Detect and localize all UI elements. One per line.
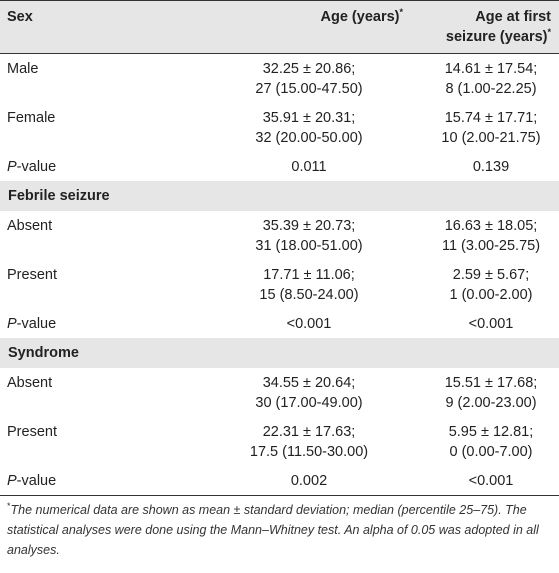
header-age-footnote-mark: * [399,7,403,18]
seizure-age-median-range: 0 (0.00-7.00) [449,444,533,460]
seizure-age-mean-sd: 2.59 ± 5.67; [452,267,530,283]
pvalue-label-italic: P [7,473,17,489]
age-cell: 35.91 ± 20.31; 32 (20.00-50.00) [195,103,423,152]
header-age-first-seizure-line1: Age at first [475,9,551,25]
seizure-age-cell: 15.74 ± 17.71; 10 (2.00-21.75) [423,103,559,152]
pvalue-seizure-age: <0.001 [423,466,559,496]
age-mean-sd: 34.55 ± 20.64; [262,375,356,391]
footnote-mark: * [7,500,11,511]
pvalue-label: P-value [0,309,195,338]
table-row-syndrome-absent: Absent 34.55 ± 20.64; 30 (17.00-49.00) 1… [0,368,559,417]
pvalue-label-italic: P [7,159,17,175]
row-label: Absent [7,375,53,391]
seizure-age-cell: 5.95 ± 12.81; 0 (0.00-7.00) [423,417,559,466]
table-row-febrile-absent: Absent 35.39 ± 20.73; 31 (18.00-51.00) 1… [0,211,559,260]
section-title: Febrile seizure [0,181,559,211]
seizure-age-median-range: 9 (2.00-23.00) [445,395,537,411]
pvalue-seizure-age: 0.139 [472,159,510,175]
age-mean-sd: 35.91 ± 20.31; [262,110,356,126]
seizure-age-cell: 15.51 ± 17.68; 9 (2.00-23.00) [423,368,559,417]
row-label: Present [7,424,57,440]
header-age-label: Age (years) [320,9,400,25]
seizure-age-cell: 2.59 ± 5.67; 1 (0.00-2.00) [423,260,559,309]
results-table-container: Sex Age (years)* Age at first seizure (y… [0,0,559,496]
section-title: Syndrome [0,338,559,368]
age-mean-sd: 35.39 ± 20.73; [262,218,356,234]
row-label: Female [7,110,56,126]
seizure-age-cell: 16.63 ± 18.05; 11 (3.00-25.75) [423,211,559,260]
pvalue-label-rest: -value [16,159,57,175]
results-table: Sex Age (years)* Age at first seizure (y… [0,0,559,496]
pvalue-label-italic: P [7,316,17,332]
seizure-age-mean-sd: 5.95 ± 12.81; [448,424,534,440]
seizure-age-median-range: 8 (1.00-22.25) [445,81,537,97]
age-cell: 17.71 ± 11.06; 15 (8.50-24.00) [195,260,423,309]
age-mean-sd: 22.31 ± 17.63; [262,424,356,440]
table-row-male: Male 32.25 ± 20.86; 27 (15.00-47.50) 14.… [0,54,559,104]
row-label: Present [7,267,57,283]
table-footnote: *The numerical data are shown as mean ± … [7,500,555,560]
age-median-range: 27 (15.00-47.50) [255,81,363,97]
seizure-age-mean-sd: 14.61 ± 17.54; [444,61,538,77]
age-cell: 35.39 ± 20.73; 31 (18.00-51.00) [195,211,423,260]
age-median-range: 32 (20.00-50.00) [255,130,363,146]
pvalue-age: 0.002 [195,466,423,496]
pvalue-label-rest: -value [16,473,57,489]
age-cell: 22.31 ± 17.63; 17.5 (11.50-30.00) [195,417,423,466]
pvalue-label-rest: -value [16,316,57,332]
header-age: Age (years)* [195,0,423,54]
pvalue-label: P-value [0,152,195,181]
pvalue-label: P-value [0,466,195,496]
age-mean-sd: 32.25 ± 20.86; [262,61,356,77]
table-row-female: Female 35.91 ± 20.31; 32 (20.00-50.00) 1… [0,103,559,152]
header-age-first-seizure: Age at first seizure (years)* [423,0,559,54]
table-row-febrile-present: Present 17.71 ± 11.06; 15 (8.50-24.00) 2… [0,260,559,309]
section-header-syndrome: Syndrome [0,338,559,368]
age-median-range: 30 (17.00-49.00) [255,395,363,411]
footnote-text: The numerical data are shown as mean ± s… [7,503,539,557]
table-row-pvalue-sex: P-value 0.011 0.139 [0,152,559,181]
row-label: Male [7,61,39,77]
seizure-age-cell: 14.61 ± 17.54; 8 (1.00-22.25) [423,54,559,104]
table-header-row: Sex Age (years)* Age at first seizure (y… [0,0,559,54]
table-row-syndrome-present: Present 22.31 ± 17.63; 17.5 (11.50-30.00… [0,417,559,466]
seizure-age-mean-sd: 16.63 ± 18.05; [444,218,538,234]
age-median-range: 31 (18.00-51.00) [255,238,363,254]
section-header-febrile-seizure: Febrile seizure [0,181,559,211]
seizure-age-median-range: 10 (2.00-21.75) [441,130,541,146]
header-age-first-seizure-line2: seizure (years) [445,29,548,45]
header-sex-label: Sex [7,9,33,25]
header-sex: Sex [0,0,195,54]
pvalue-age: 0.011 [291,159,327,175]
header-age-first-seizure-footnote-mark: * [547,27,551,38]
pvalue-age: <0.001 [286,316,332,332]
age-mean-sd: 17.71 ± 11.06; [263,267,355,283]
age-cell: 32.25 ± 20.86; 27 (15.00-47.50) [195,54,423,104]
age-cell: 34.55 ± 20.64; 30 (17.00-49.00) [195,368,423,417]
seizure-age-median-range: 11 (3.00-25.75) [441,238,541,254]
table-row-pvalue-syndrome: P-value 0.002 <0.001 [0,466,559,496]
pvalue-seizure-age: <0.001 [468,316,514,332]
seizure-age-mean-sd: 15.74 ± 17.71; [444,110,538,126]
seizure-age-median-range: 1 (0.00-2.00) [449,287,533,303]
age-median-range: 15 (8.50-24.00) [259,287,359,303]
seizure-age-mean-sd: 15.51 ± 17.68; [444,375,538,391]
table-row-pvalue-febrile: P-value <0.001 <0.001 [0,309,559,338]
row-label: Absent [7,218,53,234]
age-median-range: 17.5 (11.50-30.00) [249,444,369,460]
